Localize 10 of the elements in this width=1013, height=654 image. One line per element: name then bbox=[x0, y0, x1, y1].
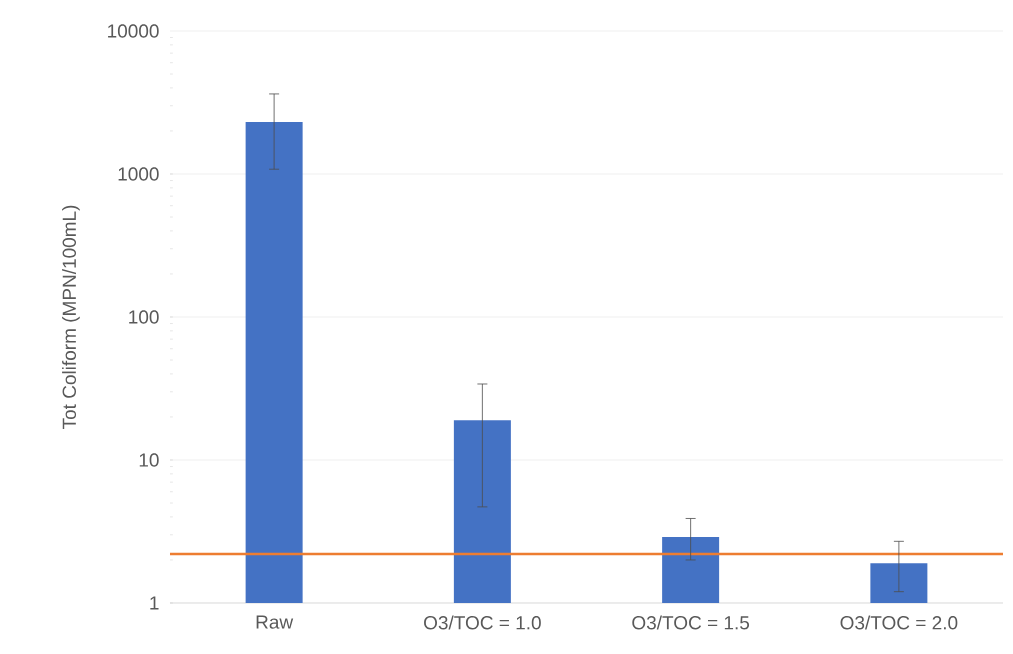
y-tick-label: 1000 bbox=[118, 167, 159, 181]
x-tick-label: O3/TOC = 2.0 bbox=[840, 615, 958, 630]
x-tick-label: O3/TOC = 1.5 bbox=[632, 615, 750, 630]
y-tick-label: 100 bbox=[129, 310, 159, 324]
y-axis-title: Tot Coliform (MPN/100mL) bbox=[62, 205, 80, 430]
x-tick-label: Raw bbox=[256, 615, 294, 629]
y-tick-label: 1 bbox=[150, 596, 159, 610]
y-tick-label: 10000 bbox=[108, 24, 159, 38]
y-tick-label: 10 bbox=[139, 453, 159, 467]
x-tick-label: O3/TOC = 1.0 bbox=[424, 615, 541, 630]
